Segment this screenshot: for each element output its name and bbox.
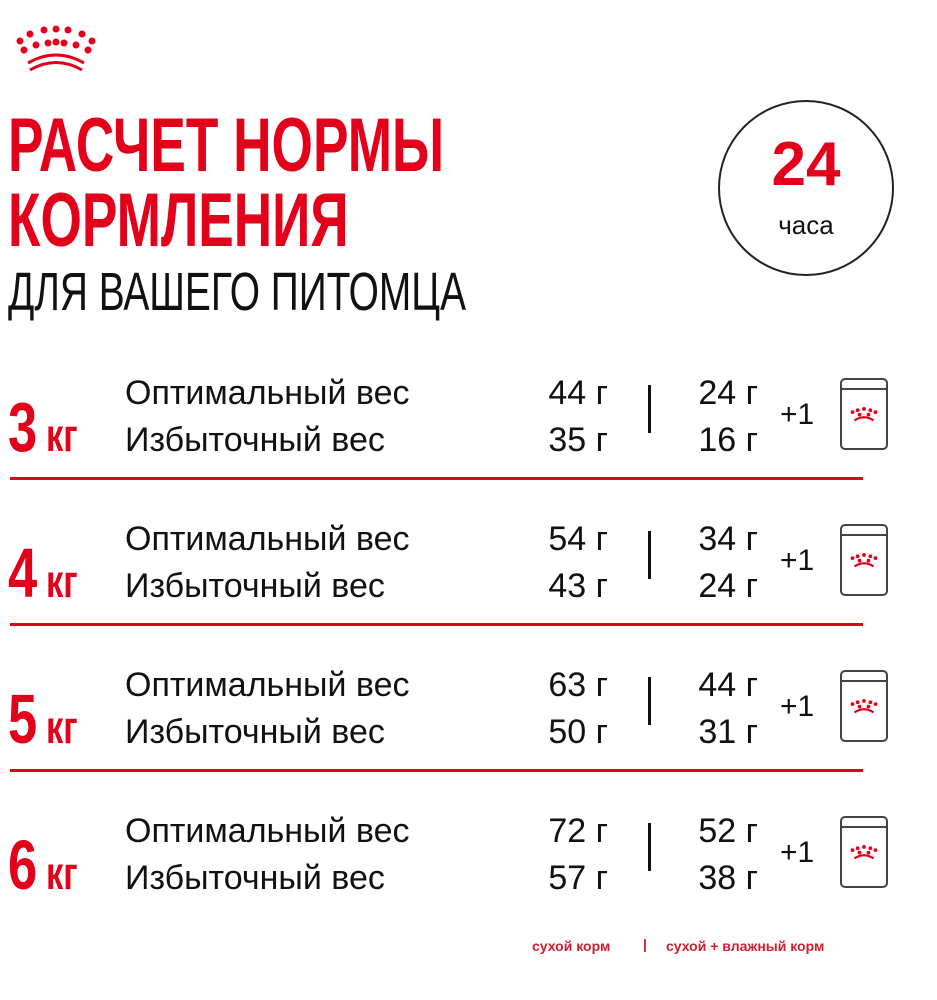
mixed-optimal-value: 44 г <box>698 666 758 704</box>
optimal-weight-label: Оптимальный вес <box>125 374 410 412</box>
weight-value: 6 <box>8 826 38 904</box>
badge-unit: часа <box>778 210 834 240</box>
dry-optimal-value: 54 г <box>548 520 608 558</box>
column-divider <box>648 385 651 433</box>
optimal-weight-label: Оптимальный вес <box>125 666 410 704</box>
row-divider <box>10 477 863 480</box>
mixed-optimal-value: 34 г <box>698 520 758 558</box>
wet-food-pouch-icon <box>840 378 888 450</box>
weight-unit: кг <box>46 409 78 461</box>
wet-food-pouch-icon <box>840 524 888 596</box>
legend-dry: сухой корм <box>532 938 611 954</box>
column-divider <box>648 823 651 871</box>
overweight-label: Избыточный вес <box>125 859 385 897</box>
dry-optimal-value: 63 г <box>548 666 608 704</box>
dry-optimal-value: 72 г <box>548 812 608 850</box>
overweight-label: Избыточный вес <box>125 567 385 605</box>
badge-number: 24 <box>771 130 841 199</box>
dry-overweight-value: 50 г <box>548 713 608 751</box>
mixed-overweight-value: 31 г <box>698 713 758 751</box>
dry-optimal-value: 44 г <box>548 374 608 412</box>
dry-overweight-value: 35 г <box>548 421 608 459</box>
mixed-optimal-value: 52 г <box>698 812 758 850</box>
weight-unit: кг <box>46 555 78 607</box>
plus-one-pouch: +1 <box>780 690 815 723</box>
plus-one-pouch: +1 <box>780 544 815 577</box>
dry-overweight-value: 57 г <box>548 859 608 897</box>
overweight-label: Избыточный вес <box>125 421 385 459</box>
crown-logo-icon <box>16 25 96 72</box>
row-divider <box>10 623 863 626</box>
legend-mixed: сухой + влажный корм <box>666 938 825 954</box>
mixed-overweight-value: 24 г <box>698 567 758 605</box>
mixed-overweight-value: 38 г <box>698 859 758 897</box>
subtitle: ДЛЯ ВАШЕГО ПИТОМЦА <box>8 262 466 322</box>
title-line-1: РАСЧЕТ НОРМЫ <box>8 103 445 188</box>
overweight-label: Избыточный вес <box>125 713 385 751</box>
column-divider <box>648 531 651 579</box>
weight-unit: кг <box>46 847 78 899</box>
24-hours-badge: 24 часа <box>718 100 894 276</box>
optimal-weight-label: Оптимальный вес <box>125 812 410 850</box>
weight-value: 5 <box>8 680 38 758</box>
dry-overweight-value: 43 г <box>548 567 608 605</box>
mixed-overweight-value: 16 г <box>698 421 758 459</box>
weight-value: 4 <box>8 534 38 612</box>
title-line-2: КОРМЛЕНИЯ <box>8 178 349 263</box>
mixed-optimal-value: 24 г <box>698 374 758 412</box>
plus-one-pouch: +1 <box>780 836 815 869</box>
wet-food-pouch-icon <box>840 670 888 742</box>
column-divider <box>648 677 651 725</box>
weight-unit: кг <box>46 701 78 753</box>
wet-food-pouch-icon <box>840 816 888 888</box>
row-divider <box>10 769 863 772</box>
optimal-weight-label: Оптимальный вес <box>125 520 410 558</box>
legend-separator: | <box>643 936 647 952</box>
weight-value: 3 <box>8 388 38 466</box>
plus-one-pouch: +1 <box>780 398 815 431</box>
